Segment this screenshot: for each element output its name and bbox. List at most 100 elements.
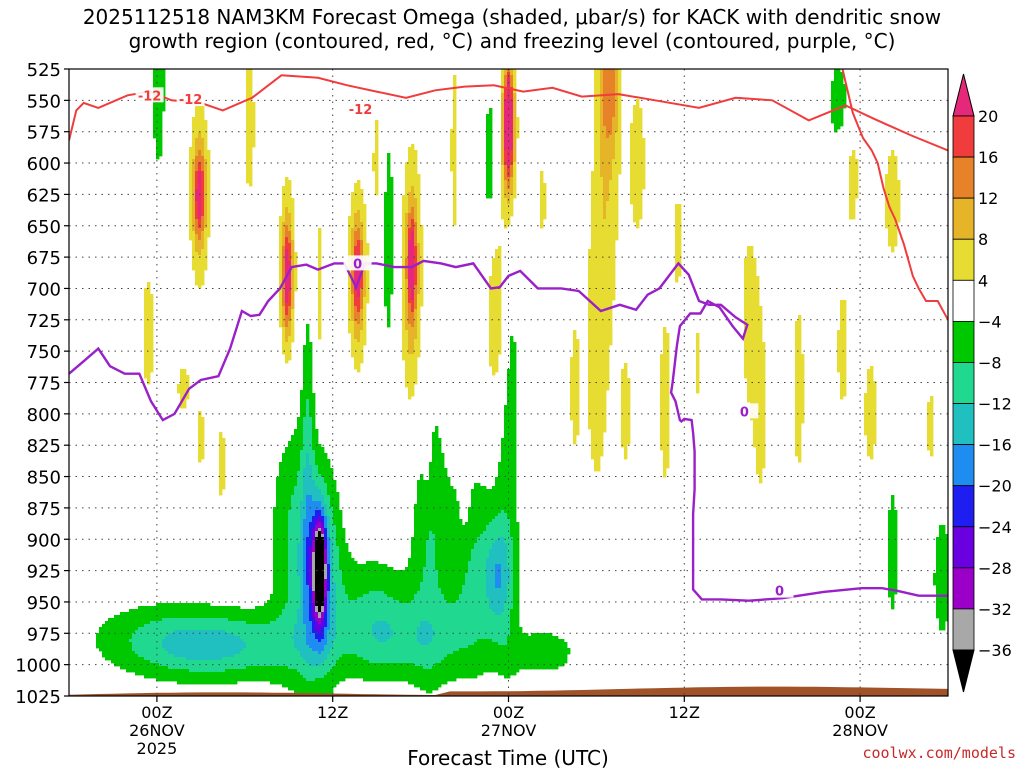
omega-cell: [498, 246, 502, 355]
colorbar-segment: [952, 320, 975, 363]
omega-cell: [408, 303, 412, 325]
omega-cell: [153, 621, 157, 664]
omega-cell: [423, 621, 427, 646]
omega-cell: [309, 342, 313, 418]
omega-cell: [162, 639, 166, 649]
omega-cell: [501, 645, 505, 676]
omega-cell: [276, 618, 280, 667]
omega-cell: [387, 663, 391, 682]
omega-cell: [156, 603, 160, 622]
omega-cell: [384, 642, 388, 664]
omega-cell: [243, 609, 247, 622]
colorbar-segment: [952, 567, 975, 610]
omega-cell: [285, 225, 289, 238]
omega-cell: [318, 618, 322, 625]
omega-cell: [294, 669, 298, 694]
omega-cell: [198, 603, 202, 619]
omega-cell: [198, 99, 202, 133]
omega-cell: [366, 561, 370, 595]
omega-cell: [249, 69, 253, 187]
omega-cell: [321, 639, 325, 652]
omega-cell: [129, 642, 133, 673]
omega-cell: [306, 537, 310, 586]
omega-cell: [501, 69, 505, 94]
omega-cell: [543, 183, 547, 220]
omega-cell: [207, 150, 211, 238]
omega-cell: [930, 396, 934, 457]
omega-cell: [228, 633, 232, 658]
omega-cell: [324, 645, 328, 661]
omega-cell: [507, 69, 511, 73]
omega-cell: [108, 618, 112, 661]
omega-cell: [138, 606, 142, 628]
omega-cell: [186, 660, 190, 670]
omega-cell: [318, 444, 322, 475]
omega-cell: [477, 639, 481, 676]
omega-cell: [132, 633, 136, 652]
omega-cell: [210, 660, 214, 673]
omega-cell: [453, 651, 457, 682]
omega-cell: [360, 597, 364, 658]
omega-cell: [255, 606, 259, 625]
omega-cell: [315, 510, 319, 520]
omega-cell: [105, 621, 109, 661]
omega-cell: [171, 618, 175, 634]
omega-cell: [156, 663, 160, 682]
omega-cell: [417, 294, 421, 358]
omega-cell: [273, 621, 277, 667]
omega-cell: [501, 165, 505, 220]
chart-title-line-1: 2025112518 NAM3KM Forecast Omega (shaded…: [82, 5, 942, 29]
omega-cell: [429, 669, 433, 694]
omega-cell: [360, 222, 364, 241]
omega-cell: [567, 648, 571, 655]
omega-cell: [507, 204, 511, 226]
omega-cell: [327, 672, 331, 696]
omega-cell: [312, 591, 316, 604]
omega-cell: [198, 150, 202, 163]
y-axis: 525 550 575 600 625 650 675 700 725 750 775 800 825 8…: [15, 60, 69, 708]
omega-cell: [294, 429, 298, 487]
omega-cell: [474, 543, 478, 643]
omega-cell: [357, 228, 361, 241]
omega-cell: [354, 291, 358, 307]
x-axis-title: Forecast Time (UTC): [407, 746, 609, 768]
omega-cell: [198, 618, 202, 631]
omega-cell: [318, 666, 322, 679]
omega-cell: [507, 78, 511, 169]
omega-cell: [486, 558, 490, 598]
omega-cell: [183, 657, 187, 670]
omega-cell: [426, 540, 430, 622]
omega-cell: [318, 516, 322, 523]
omega-cell: [270, 621, 274, 667]
omega-cell: [318, 522, 322, 529]
omega-cell: [492, 486, 496, 520]
omega-cell: [321, 678, 325, 696]
omega-cell: [147, 660, 151, 679]
omega-cell: [510, 75, 514, 88]
omega-cell: [195, 660, 199, 673]
omega-cell: [525, 633, 529, 670]
omega-cell: [231, 669, 235, 685]
omega-cell: [378, 642, 382, 664]
omega-cell: [504, 180, 508, 199]
omega-cell: [321, 528, 325, 535]
omega-cell: [405, 213, 409, 259]
omega-cell: [600, 69, 604, 178]
omega-cell: [282, 327, 286, 355]
omega-cell: [597, 69, 601, 472]
omega-cell: [372, 636, 376, 664]
omega-cell: [192, 672, 196, 685]
omega-cell: [282, 222, 286, 247]
omega-cell: [291, 240, 295, 310]
omega-cell: [639, 108, 643, 220]
omega-cell: [441, 453, 445, 595]
omega-cell: [363, 204, 367, 256]
terrain-fill: [69, 686, 948, 696]
omega-cell: [276, 477, 280, 619]
colorbar-segment: [952, 156, 975, 199]
omega-cell: [255, 666, 259, 682]
omega-cell: [513, 69, 517, 94]
omega-cell: [795, 321, 799, 457]
omega-cell: [282, 306, 286, 328]
